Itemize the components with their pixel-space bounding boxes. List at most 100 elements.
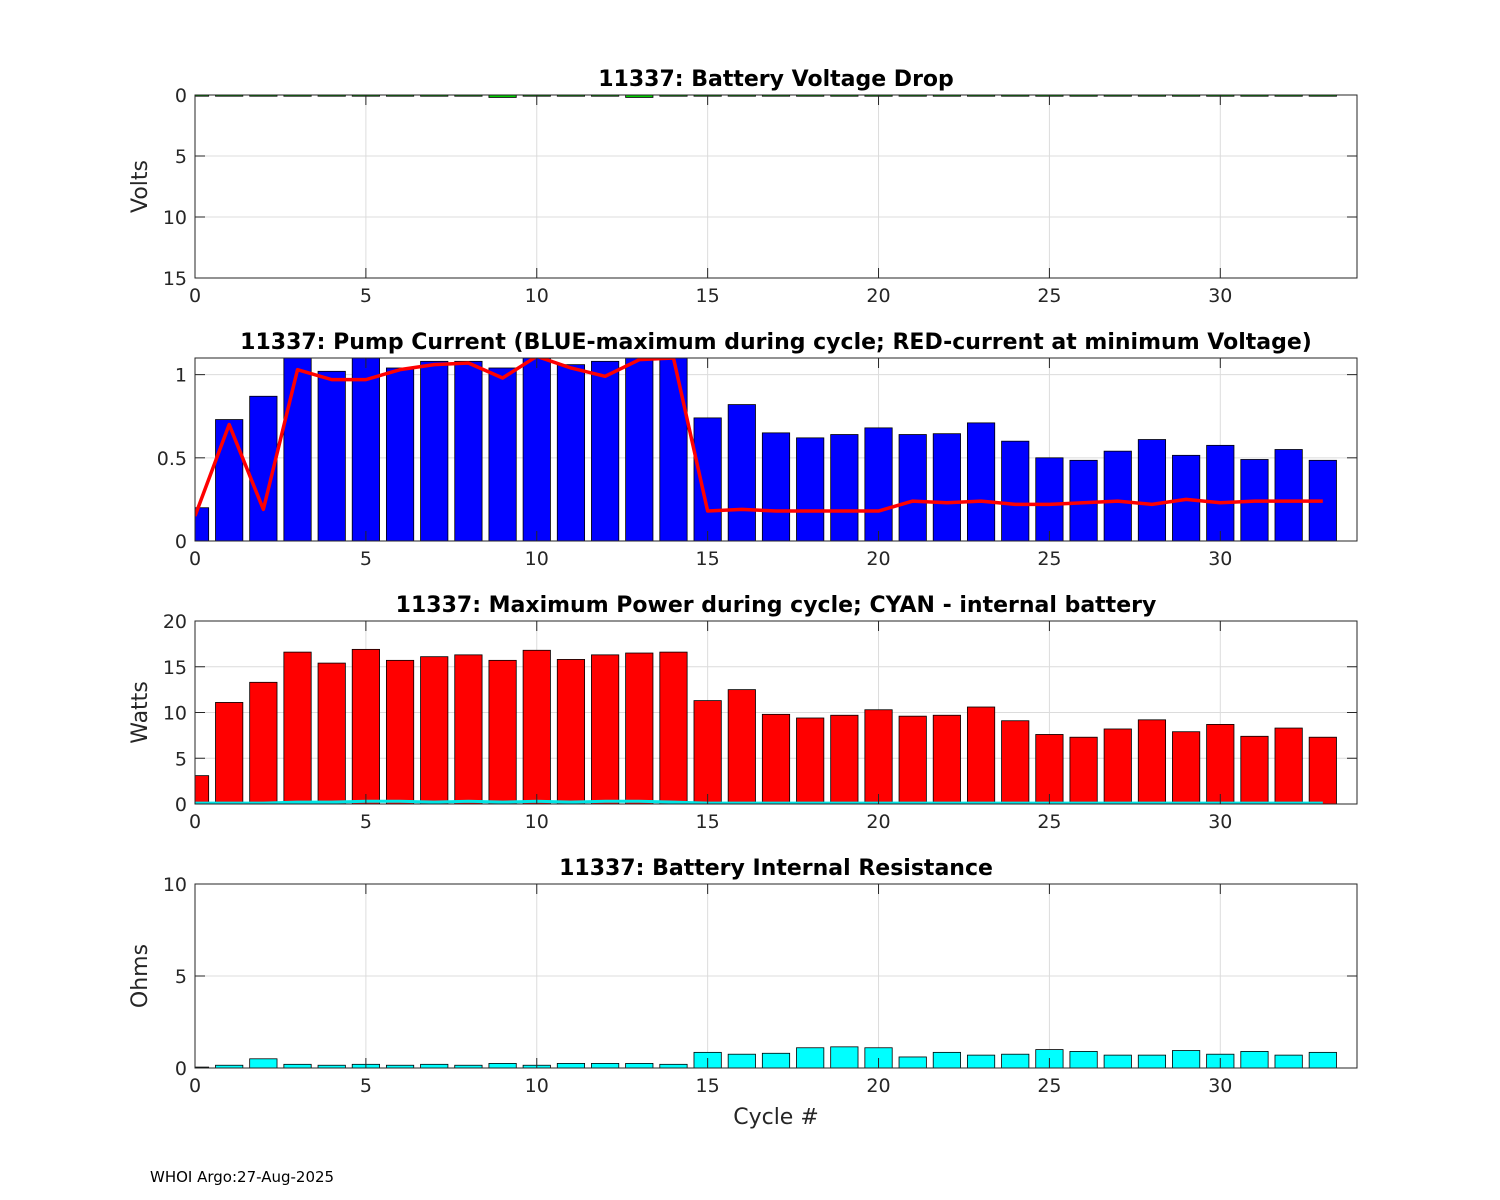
chart-panel-4: 0 5 10 15 20 25 30 0 5 10 11337: Battery Internal … (128, 856, 1358, 1130)
bar-cycle-21 (898, 434, 927, 541)
bar-cycle-21 (898, 95, 927, 97)
y-tick-label: 5 (175, 748, 187, 770)
bar-cycle-16 (727, 689, 756, 804)
chart-panel-1: 0 5 10 15 20 25 30 0 5 10 15 11337: Battery Voltage… (128, 67, 1358, 307)
bar-cycle-11 (556, 364, 586, 541)
bar-cycle-17 (761, 1052, 791, 1068)
bar-cycle-27 (1103, 450, 1132, 541)
bar-cycle-3 (283, 651, 312, 804)
bar-cycle-3 (283, 1063, 312, 1068)
x-tick-label: 25 (1037, 548, 1061, 570)
y-axis-label: Volts (128, 160, 153, 213)
bar-cycle-3 (283, 358, 312, 541)
bar-cycle-7 (420, 360, 449, 541)
y-tick-label: 5 (175, 966, 187, 988)
chart-panel-2: 0 5 10 15 20 25 30 0 0.5 1 11337: Pump Current (BL… (157, 330, 1358, 570)
y-tick-label: 20 (163, 611, 187, 633)
bar-cycle-7 (420, 95, 449, 97)
bar-cycle-2 (249, 681, 278, 804)
series-line (195, 358, 1323, 517)
bar-cycle-17 (761, 713, 791, 804)
bar-cycle-2 (249, 95, 278, 97)
bar-cycle-5 (351, 358, 380, 541)
x-tick-label: 20 (866, 1075, 890, 1097)
bar-cycle-20 (864, 427, 893, 541)
y-tick-label: 0 (175, 1058, 187, 1080)
x-tick-label: 5 (360, 811, 372, 833)
bar-cycle-20 (864, 1047, 893, 1068)
bar-cycle-13 (625, 652, 654, 804)
bar-cycle-16 (727, 95, 756, 97)
bar-cycle-18 (796, 717, 825, 804)
bar-cycle-11 (556, 1063, 586, 1068)
footer-credit: WHOI Argo:27-Aug-2025 (150, 1168, 334, 1186)
bar-cycle-8 (454, 654, 483, 804)
bar-cycle-29 (1172, 1050, 1201, 1068)
bar-cycle-19 (830, 1046, 859, 1068)
bar-cycle-16 (727, 404, 756, 541)
bar-cycle-14 (659, 651, 688, 804)
bar-cycle-18 (796, 437, 825, 541)
x-tick-label: 30 (1208, 811, 1232, 833)
bar-cycle-32 (1274, 1054, 1303, 1068)
bar-cycle-15 (693, 700, 722, 804)
bar-cycle-5 (351, 648, 380, 804)
y-tick-label: 10 (163, 703, 187, 725)
bar-cycle-22 (932, 95, 961, 97)
x-tick-label: 10 (525, 1075, 549, 1097)
bar-cycle-19 (830, 714, 859, 804)
axes-frame (194, 94, 1358, 279)
bar-cycle-25 (1035, 457, 1064, 541)
bar-cycle-25 (1035, 734, 1064, 804)
bar-cycle-30 (1206, 723, 1235, 804)
x-tick-label: 15 (696, 811, 720, 833)
bar-cycle-14 (659, 1063, 688, 1068)
x-tick-label: 5 (360, 548, 372, 570)
y-tick-label: 0 (175, 85, 187, 107)
bar-cycle-26 (1069, 1051, 1098, 1068)
x-tick-label: 10 (525, 811, 549, 833)
bar-cycle-4 (317, 370, 346, 541)
x-tick-label: 15 (696, 1075, 720, 1097)
y-tick-label: 10 (163, 207, 187, 229)
bar-cycle-9 (488, 95, 517, 98)
bar-cycle-14 (659, 95, 688, 97)
x-tick-label: 0 (189, 1075, 201, 1097)
x-tick-label: 30 (1208, 548, 1232, 570)
bar-cycle-20 (864, 709, 893, 804)
x-tick-label: 10 (525, 285, 549, 307)
x-tick-label: 15 (696, 285, 720, 307)
bar-cycle-8 (454, 360, 483, 541)
bar-cycle-1 (215, 419, 244, 541)
x-tick-label: 15 (696, 548, 720, 570)
bar-cycle-7 (420, 1063, 449, 1068)
bar-cycle-13 (625, 1063, 654, 1068)
y-tick-label: 5 (175, 146, 187, 168)
axes-frame (194, 357, 1358, 542)
x-tick-label: 25 (1037, 285, 1061, 307)
bar-cycle-12 (591, 1063, 620, 1068)
y-tick-label: 0 (175, 794, 187, 816)
x-tick-label: 30 (1208, 285, 1232, 307)
bar-cycle-24 (1001, 95, 1030, 97)
bar-cycle-29 (1172, 731, 1201, 804)
bar-cycle-32 (1274, 727, 1303, 804)
bar-cycle-30 (1206, 444, 1235, 541)
bar-cycle-28 (1137, 439, 1167, 541)
bar-cycle-23 (966, 1054, 996, 1068)
bar-cycle-23 (966, 706, 996, 804)
x-tick-label: 20 (866, 548, 890, 570)
series-line (195, 799, 1323, 804)
bar-cycle-10 (522, 649, 551, 804)
bar-cycle-29 (1172, 95, 1201, 97)
chart-title: 11337: Pump Current (BLUE-maximum during… (240, 330, 1312, 355)
bar-cycle-13 (625, 95, 654, 98)
x-tick-label: 30 (1208, 1075, 1232, 1097)
bar-cycle-28 (1137, 719, 1167, 804)
bar-cycle-23 (966, 95, 996, 97)
bar-cycle-23 (966, 422, 996, 541)
y-tick-label: 0 (175, 531, 187, 553)
bar-cycle-19 (830, 434, 859, 541)
bar-cycle-9 (488, 1063, 517, 1068)
